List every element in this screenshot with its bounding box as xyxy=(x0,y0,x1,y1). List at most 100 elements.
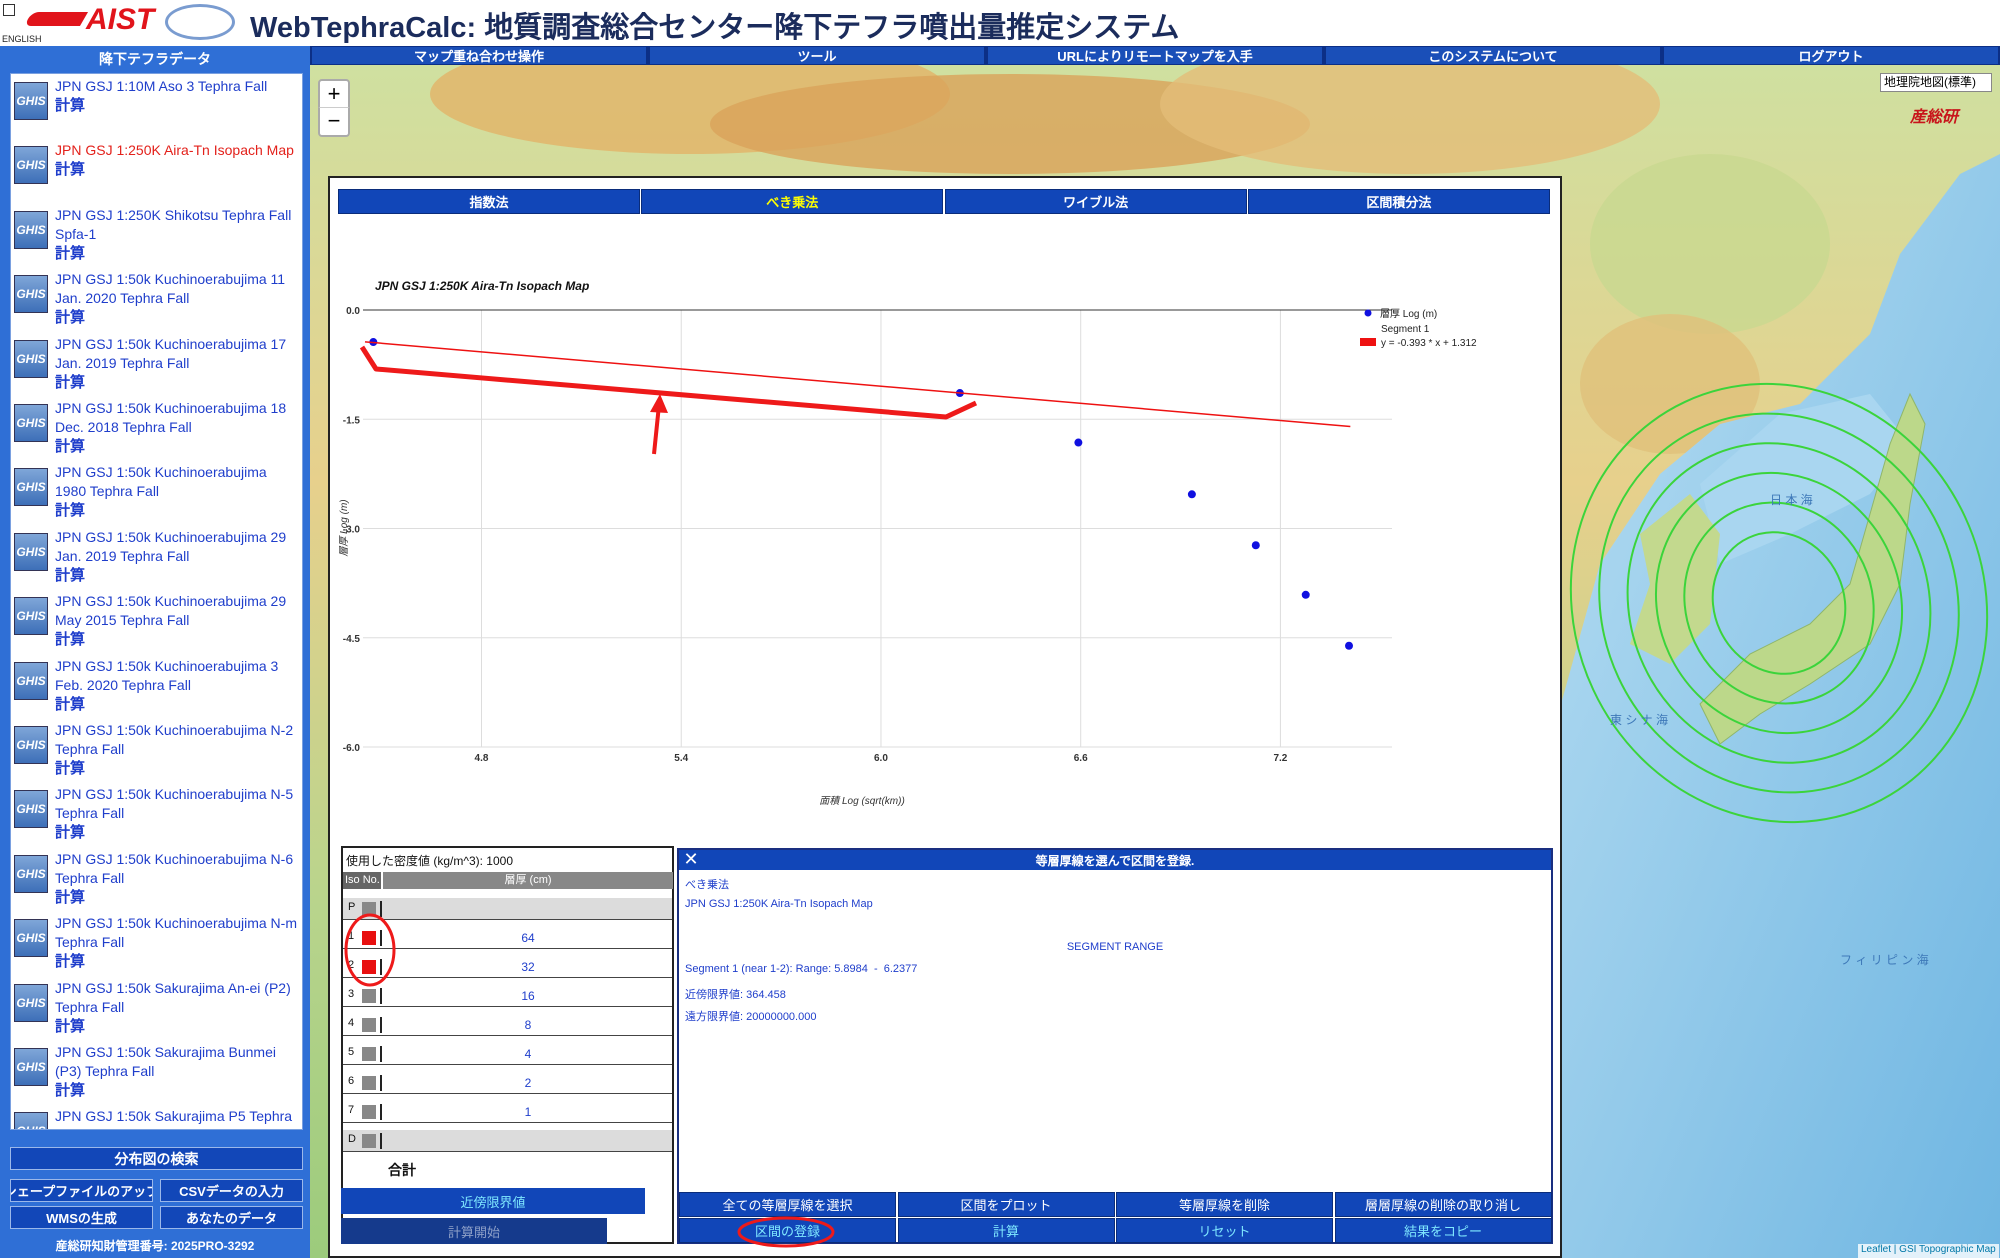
nav-button[interactable]: URLによりリモートマップを入手 xyxy=(988,47,1322,64)
zoom-in[interactable]: + xyxy=(318,79,350,109)
item-title[interactable]: JPN GSJ 1:50k Kuchinoerabujima 3 Feb. 20… xyxy=(55,657,300,714)
table-button[interactable]: 計算開始 xyxy=(341,1218,607,1244)
calc-link[interactable]: 計算 xyxy=(55,502,86,520)
item-title[interactable]: JPN GSJ 1:50k Sakurajima P5 Tephra Fall計… xyxy=(55,1108,293,1129)
list-item[interactable]: GHIS JPN GSJ 1:250K Shikotsu Tephra Fall … xyxy=(11,205,302,269)
item-title[interactable]: JPN GSJ 1:50k Kuchinoerabujima 1980 Teph… xyxy=(55,463,300,520)
calc-link[interactable]: 計算 xyxy=(55,953,86,971)
item-title[interactable]: JPN GSJ 1:50k Kuchinoerabujima 29 May 20… xyxy=(55,592,300,649)
column-header: Iso No. xyxy=(343,872,381,889)
nav-button[interactable]: マップ重ね合わせ操作 xyxy=(312,47,646,64)
calc-link[interactable]: 計算 xyxy=(55,824,86,842)
sidebar-button[interactable]: シェープファイルのアップ xyxy=(10,1179,153,1202)
list-item[interactable]: GHIS JPN GSJ 1:50k Kuchinoerabujima N-m T… xyxy=(11,913,302,977)
calc-link[interactable]: 計算 xyxy=(55,161,86,179)
relief xyxy=(1590,154,1830,334)
list-item[interactable]: GHIS JPN GSJ 1:50k Kuchinoerabujima 1980 … xyxy=(11,462,302,526)
iso-row[interactable] xyxy=(343,1014,672,1036)
iso-row[interactable] xyxy=(343,927,672,949)
item-icon: GHIS xyxy=(14,661,48,700)
iso-row[interactable] xyxy=(343,898,672,920)
layer-select[interactable]: 地理院地図(標準) xyxy=(1880,73,1992,92)
calc-link[interactable]: 計算 xyxy=(55,566,86,584)
panel-button[interactable]: 結果をコピー xyxy=(1334,1218,1552,1243)
method-tab[interactable]: ワイブル法 xyxy=(944,189,1247,214)
list-item[interactable]: GHIS JPN GSJ 1:50k Kuchinoerabujima 3 Feb… xyxy=(11,656,302,720)
panel-button[interactable]: 全ての等層厚線を選択 xyxy=(679,1192,896,1217)
item-icon: GHIS xyxy=(14,790,48,829)
relief xyxy=(710,74,1310,174)
item-title[interactable]: JPN GSJ 1:50k Kuchinoerabujima N-5 Tephr… xyxy=(55,785,300,842)
list-item[interactable]: GHIS JPN GSJ 1:250K Aira-Tn Isopach Map 計算 xyxy=(11,140,302,204)
iso-thickness: 32 xyxy=(521,960,535,974)
sidebar-button[interactable]: あなたのデータ xyxy=(160,1206,303,1229)
item-title[interactable]: JPN GSJ 1:50k Kuchinoerabujima N-2 Tephr… xyxy=(55,721,300,778)
calc-link[interactable]: 計算 xyxy=(55,1017,86,1035)
panel-button[interactable]: 計算 xyxy=(897,1218,1115,1243)
sidebar-button[interactable]: CSVデータの入力 xyxy=(160,1179,303,1202)
item-title[interactable]: JPN GSJ 1:250K Aira-Tn Isopach Map 計算 xyxy=(55,141,300,179)
list-item[interactable]: GHIS JPN GSJ 1:50k Kuchinoerabujima 29 Ja… xyxy=(11,527,302,591)
search-button[interactable]: 分布図の検索 xyxy=(10,1147,303,1170)
panel-button[interactable]: リセット xyxy=(1116,1218,1333,1243)
list-item[interactable]: GHIS JPN GSJ 1:50k Kuchinoerabujima N-5 T… xyxy=(11,784,302,848)
list-item[interactable]: GHIS JPN GSJ 1:10M Aso 3 Tephra Fall 計算 xyxy=(11,76,302,140)
item-title[interactable]: JPN GSJ 1:50k Kuchinoerabujima 11 Jan. 2… xyxy=(55,270,300,327)
iso-bar xyxy=(380,1104,382,1120)
calc-link[interactable]: 計算 xyxy=(55,438,86,455)
item-title[interactable]: JPN GSJ 1:50k Kuchinoerabujima N-m Tephr… xyxy=(55,914,300,971)
calc-link[interactable]: 計算 xyxy=(55,97,86,114)
list-item[interactable]: GHIS JPN GSJ 1:50k Sakurajima Bunmei (P3)… xyxy=(11,1042,302,1106)
iso-row[interactable] xyxy=(343,1101,672,1123)
nav-button[interactable]: ログアウト xyxy=(1664,47,1998,64)
iso-row[interactable] xyxy=(343,1072,672,1094)
item-title[interactable]: JPN GSJ 1:10M Aso 3 Tephra Fall 計算 xyxy=(55,77,300,115)
iso-bar xyxy=(380,1046,382,1062)
iso-row[interactable] xyxy=(343,1130,672,1152)
iso-row[interactable] xyxy=(343,985,672,1007)
calc-link[interactable]: 計算 xyxy=(55,309,86,327)
item-title[interactable]: JPN GSJ 1:250K Shikotsu Tephra Fall Spfa… xyxy=(55,206,300,263)
calc-link[interactable]: 計算 xyxy=(55,631,86,649)
item-title[interactable]: JPN GSJ 1:50k Kuchinoerabujima 17 Jan. 2… xyxy=(55,335,300,392)
panel-button[interactable]: 区間をプロット xyxy=(897,1192,1115,1217)
calc-link[interactable]: 計算 xyxy=(55,244,86,262)
item-title[interactable]: JPN GSJ 1:50k Sakurajima An-ei (P2) Teph… xyxy=(55,979,300,1036)
list-item[interactable]: GHIS JPN GSJ 1:50k Sakurajima An-ei (P2) … xyxy=(11,978,302,1042)
list-item[interactable]: GHIS JPN GSJ 1:50k Kuchinoerabujima 18 De… xyxy=(11,398,302,462)
list-item[interactable]: GHIS JPN GSJ 1:50k Kuchinoerabujima N-6 T… xyxy=(11,849,302,913)
nav-button[interactable]: このシステムについて xyxy=(1326,47,1660,64)
calc-link[interactable]: 計算 xyxy=(55,760,86,777)
item-title[interactable]: JPN GSJ 1:50k Kuchinoerabujima N-6 Tephr… xyxy=(55,850,300,907)
calc-link[interactable]: 計算 xyxy=(55,1082,86,1099)
language-link[interactable]: ENGLISH xyxy=(2,34,42,44)
nav-button[interactable]: ツール xyxy=(650,47,984,64)
panel-button[interactable]: 層層厚線の削除の取り消し xyxy=(1334,1192,1552,1217)
list-item[interactable]: GHIS JPN GSJ 1:50k Kuchinoerabujima N-2 T… xyxy=(11,720,302,784)
item-title[interactable]: JPN GSJ 1:50k Sakurajima Bunmei (P3) Tep… xyxy=(55,1043,300,1100)
panel-button[interactable]: 区間の登録 xyxy=(679,1218,896,1243)
iso-row[interactable] xyxy=(343,956,672,978)
zoom-out[interactable]: − xyxy=(318,107,350,137)
iso-thickness: 2 xyxy=(524,1076,532,1090)
calc-link[interactable]: 計算 xyxy=(55,373,86,391)
item-title[interactable]: JPN GSJ 1:50k Kuchinoerabujima 29 Jan. 2… xyxy=(55,528,300,585)
item-title[interactable]: JPN GSJ 1:50k Kuchinoerabujima 18 Dec. 2… xyxy=(55,399,300,456)
method-tab[interactable]: 区間積分法 xyxy=(1247,189,1550,214)
list-item[interactable]: GHIS JPN GSJ 1:50k Sakurajima P5 Tephra F… xyxy=(11,1106,302,1129)
table-button[interactable]: 近傍限界値 xyxy=(341,1188,645,1214)
item-icon: GHIS xyxy=(14,275,48,314)
item-icon: GHIS xyxy=(14,1112,48,1129)
list-item[interactable]: GHIS JPN GSJ 1:50k Kuchinoerabujima 17 Ja… xyxy=(11,334,302,398)
item-icon: GHIS xyxy=(14,146,48,185)
method-tab[interactable]: べき乗法 xyxy=(641,189,944,214)
iso-row[interactable] xyxy=(343,1043,672,1065)
method-tab[interactable]: 指数法 xyxy=(338,189,640,214)
list-item[interactable]: GHIS JPN GSJ 1:50k Kuchinoerabujima 11 Ja… xyxy=(11,269,302,333)
calc-link[interactable]: 計算 xyxy=(55,888,86,906)
sidebar-button[interactable]: WMSの生成 xyxy=(10,1206,153,1229)
calc-link[interactable]: 計算 xyxy=(55,695,86,713)
panel-button[interactable]: 等層厚線を削除 xyxy=(1116,1192,1333,1217)
list-item[interactable]: GHIS JPN GSJ 1:50k Kuchinoerabujima 29 Ma… xyxy=(11,591,302,655)
close-icon[interactable]: ✕ xyxy=(683,849,699,869)
